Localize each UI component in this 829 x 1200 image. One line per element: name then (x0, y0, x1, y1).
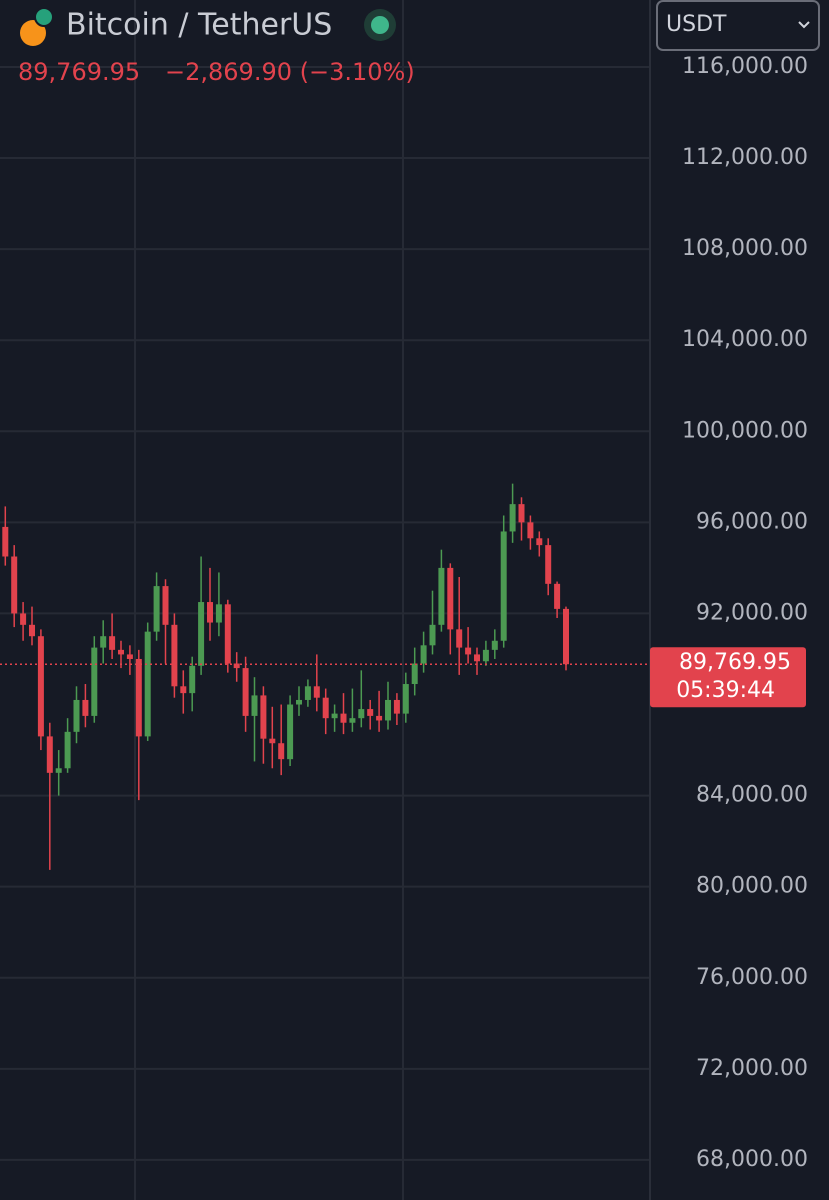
candle-body (20, 613, 27, 625)
y-tick-label: 104,000.00 (682, 327, 808, 352)
y-tick-label: 80,000.00 (696, 874, 808, 899)
candle-body (224, 604, 231, 664)
candle-body (2, 526, 9, 557)
plot-area (0, 483, 650, 870)
candle-body (233, 663, 240, 669)
symbol-title: Bitcoin / TetherUS (66, 8, 332, 43)
candle-body (331, 713, 338, 719)
candle-body (109, 636, 116, 650)
tether-icon (34, 7, 54, 27)
candle-body (82, 699, 89, 716)
dropdown-arrow (798, 21, 810, 29)
candle-body (171, 624, 178, 687)
candle-body (242, 668, 249, 716)
y-tick-label: 76,000.00 (696, 965, 808, 990)
bitcoin-icon (20, 20, 46, 46)
candle-body (482, 649, 489, 662)
candle-body (509, 504, 516, 532)
candle-body (100, 636, 107, 648)
candle-body (46, 736, 53, 773)
candle-body (313, 686, 320, 698)
candle-body (429, 624, 436, 646)
candle-body (393, 699, 400, 714)
candle-body (420, 645, 427, 664)
candle-body (207, 602, 213, 623)
candle-body (37, 636, 44, 737)
candle-body (296, 699, 302, 705)
last-price: 89,769.95 (18, 58, 140, 86)
price-axis: 68,000.00 72,000.00 76,000.00 80,000.00 84,0… (650, 54, 808, 1172)
candle-body (260, 695, 267, 739)
candle-body (304, 686, 311, 700)
candle-body (500, 531, 507, 641)
candle-body (189, 665, 196, 694)
candle-body (402, 684, 409, 714)
candle-body (358, 709, 365, 719)
candle-body (447, 567, 454, 630)
y-tick-label: 84,000.00 (696, 783, 808, 808)
candle-body (162, 586, 169, 625)
candle-body (349, 718, 356, 723)
dropdown-label[interactable]: USDT (666, 12, 727, 37)
candle-body (215, 604, 222, 623)
candle-body (491, 640, 498, 650)
y-tick-label: 96,000.00 (696, 509, 808, 534)
candle-body (340, 713, 347, 723)
candle-body (144, 631, 151, 737)
candle-body (545, 545, 552, 584)
last-price-box (650, 647, 806, 708)
candle-body (411, 663, 418, 685)
candle-body (91, 647, 98, 716)
candle-body (518, 504, 525, 523)
candle-body (527, 522, 534, 539)
candle-body (126, 654, 133, 659)
dropdown-box[interactable] (656, 0, 820, 51)
candle-body (536, 538, 543, 546)
candle-body (73, 699, 80, 732)
candle-body (278, 743, 285, 760)
candle-body (64, 731, 71, 769)
y-tick-label: 116,000.00 (682, 54, 808, 79)
header: Bitcoin / TetherUS 89,769.95 −2,869.90 (… (18, 7, 415, 86)
candle-body (251, 695, 258, 716)
candle-body (456, 629, 463, 648)
candle-body (118, 649, 124, 655)
y-tick-label: 72,000.00 (696, 1056, 808, 1081)
candle-body (563, 608, 569, 665)
candle-body (376, 715, 383, 721)
y-tick-label: 68,000.00 (696, 1147, 808, 1172)
candle-body (438, 567, 445, 625)
candle-body (465, 647, 472, 655)
candle-body (367, 709, 374, 716)
grid (0, 0, 650, 1200)
candle-body (29, 624, 35, 637)
candle-body (135, 658, 142, 737)
status-dot (371, 16, 389, 34)
candle-body (55, 768, 62, 773)
countdown-label: 05:39:44 (676, 678, 775, 703)
candle-body (474, 654, 480, 662)
candle-body (153, 586, 160, 632)
candle-body (322, 697, 329, 719)
price-change: −2,869.90 (−3.10%) (165, 58, 415, 86)
candle-body (385, 699, 391, 721)
last-price-label: 89,769.95 (679, 650, 791, 675)
candle-body (180, 686, 187, 694)
candle-body (269, 738, 276, 744)
y-tick-label: 108,000.00 (682, 236, 808, 261)
candle-body (11, 556, 18, 614)
y-tick-label: 92,000.00 (696, 600, 808, 625)
currency-dropdown[interactable]: USDT (656, 0, 820, 51)
y-tick-label: 100,000.00 (682, 418, 808, 443)
candle-body (198, 602, 205, 666)
candle-body (287, 704, 294, 760)
y-tick-label: 112,000.00 (682, 145, 808, 170)
candle-body (554, 583, 561, 609)
